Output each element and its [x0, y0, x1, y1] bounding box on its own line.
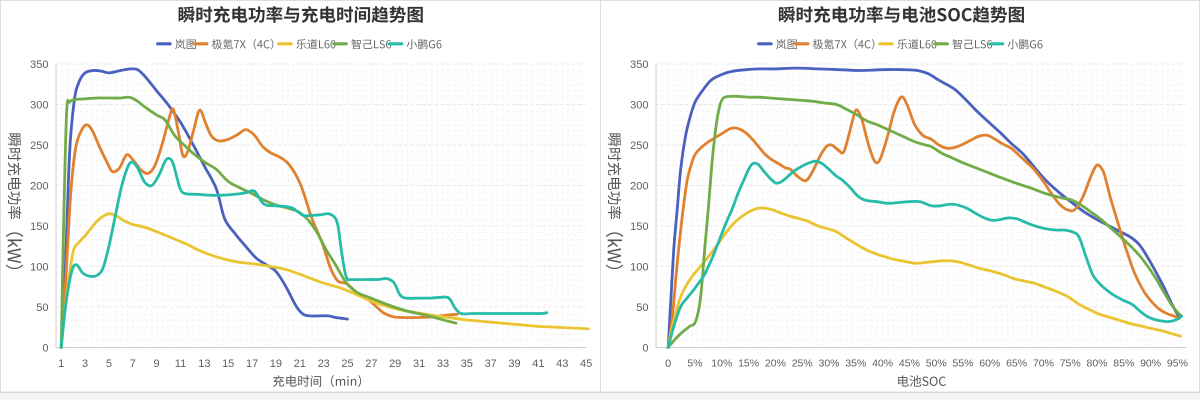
svg-text:250: 250	[630, 140, 648, 152]
svg-text:35: 35	[461, 358, 473, 370]
svg-text:27: 27	[365, 358, 377, 370]
svg-text:80%: 80%	[1086, 358, 1107, 370]
svg-text:20%: 20%	[765, 358, 786, 370]
svg-text:33: 33	[437, 358, 449, 370]
svg-text:39: 39	[508, 358, 520, 370]
svg-text:0: 0	[665, 358, 671, 370]
svg-text:23: 23	[318, 358, 330, 370]
svg-text:40%: 40%	[872, 358, 893, 370]
svg-text:19: 19	[270, 358, 282, 370]
svg-text:1: 1	[58, 358, 64, 370]
svg-text:65%: 65%	[1006, 358, 1027, 370]
svg-text:50%: 50%	[926, 358, 947, 370]
svg-text:3: 3	[82, 358, 88, 370]
svg-text:31: 31	[413, 358, 425, 370]
svg-text:25: 25	[341, 358, 353, 370]
svg-text:35%: 35%	[845, 358, 866, 370]
svg-text:250: 250	[30, 140, 48, 152]
svg-text:41: 41	[532, 358, 544, 370]
svg-text:55%: 55%	[952, 358, 973, 370]
svg-text:9: 9	[154, 358, 160, 370]
svg-text:7: 7	[130, 358, 136, 370]
svg-text:21: 21	[294, 358, 306, 370]
svg-text:70%: 70%	[1033, 358, 1054, 370]
svg-text:300: 300	[30, 100, 48, 112]
svg-text:300: 300	[630, 100, 648, 112]
svg-text:0: 0	[642, 343, 648, 355]
svg-text:50: 50	[36, 302, 48, 314]
svg-text:15%: 15%	[738, 358, 759, 370]
svg-text:45%: 45%	[899, 358, 920, 370]
svg-text:25%: 25%	[792, 358, 813, 370]
svg-text:13: 13	[198, 358, 210, 370]
svg-text:100: 100	[30, 262, 48, 274]
svg-text:30%: 30%	[818, 358, 839, 370]
svg-text:95%: 95%	[1167, 358, 1188, 370]
svg-text:11: 11	[175, 358, 186, 370]
svg-text:200: 200	[30, 181, 48, 193]
svg-text:75%: 75%	[1060, 358, 1081, 370]
svg-text:100: 100	[630, 262, 648, 274]
svg-text:150: 150	[630, 221, 648, 233]
svg-text:10%: 10%	[711, 358, 732, 370]
svg-text:60%: 60%	[979, 358, 1000, 370]
svg-text:37: 37	[485, 358, 497, 370]
svg-text:5%: 5%	[687, 358, 702, 370]
svg-text:15: 15	[222, 358, 234, 370]
svg-text:43: 43	[556, 358, 568, 370]
svg-text:45: 45	[580, 358, 592, 370]
svg-text:350: 350	[630, 59, 648, 71]
svg-text:17: 17	[246, 358, 258, 370]
svg-text:85%: 85%	[1113, 358, 1134, 370]
svg-text:150: 150	[30, 221, 48, 233]
svg-text:0: 0	[42, 343, 48, 355]
svg-text:29: 29	[389, 358, 401, 370]
svg-text:350: 350	[30, 59, 48, 71]
svg-text:5: 5	[106, 358, 112, 370]
svg-text:50: 50	[636, 302, 648, 314]
svg-text:90%: 90%	[1140, 358, 1161, 370]
svg-text:200: 200	[630, 181, 648, 193]
